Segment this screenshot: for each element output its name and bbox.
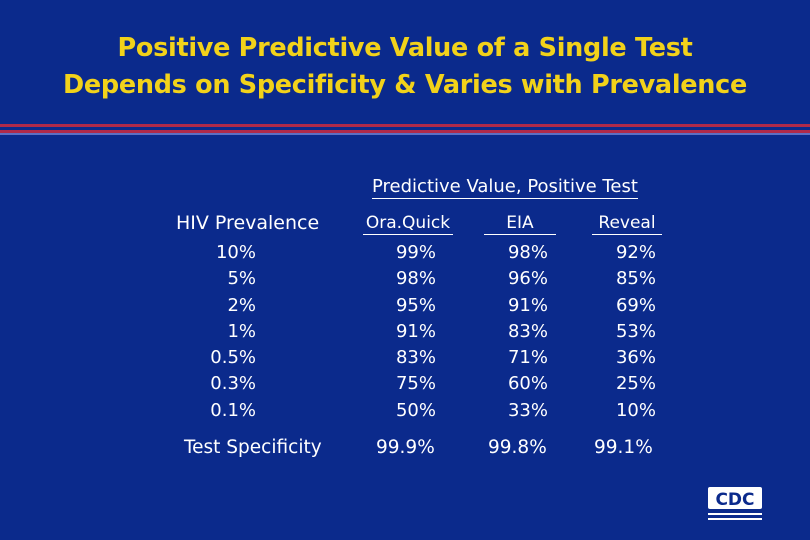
cdc-logo-text: CDC <box>715 490 754 510</box>
value-cell: 83% <box>395 347 436 369</box>
column-header-oraquick: Ora.Quick <box>363 213 453 235</box>
prevalence-cell: 2% <box>227 294 256 316</box>
prevalence-cell: 5% <box>227 268 256 290</box>
test-specificity-label: Test Specificity <box>184 437 322 458</box>
title-line-1: Positive Predictive Value of a Single Te… <box>117 33 693 63</box>
value-cell: 50% <box>395 399 436 421</box>
oraquick-column: 99% 98% 95% 91% 83% 75% 50% <box>380 240 436 424</box>
column-header-eia: EIA <box>484 213 556 235</box>
value-cell: 10% <box>615 399 656 421</box>
value-cell: 60% <box>507 373 548 395</box>
cdc-logo: CDC <box>706 485 764 525</box>
value-cell: 91% <box>395 320 436 342</box>
reveal-column: 92% 85% 69% 53% 36% 25% 10% <box>598 240 656 424</box>
title-divider-bottom <box>0 133 810 135</box>
value-cell: 95% <box>395 294 436 316</box>
prevalence-cell: 0.5% <box>210 347 256 369</box>
value-cell: 96% <box>507 268 548 290</box>
value-cell: 75% <box>395 373 436 395</box>
value-cell: 98% <box>507 242 548 263</box>
prevalence-cell: 10% <box>215 242 256 263</box>
value-cell: 53% <box>615 320 656 342</box>
value-cell: 83% <box>507 320 548 342</box>
value-cell: 36% <box>615 347 656 369</box>
cdc-logo-icon: CDC <box>706 485 764 525</box>
prevalence-header: HIV Prevalence <box>176 212 320 234</box>
eia-column: 98% 96% 91% 83% 71% 60% 33% <box>492 240 548 424</box>
oraquick-specificity: 99.9% <box>376 437 435 458</box>
value-cell: 33% <box>507 399 548 421</box>
prevalence-cell: 1% <box>227 320 256 342</box>
eia-specificity: 99.8% <box>488 437 547 458</box>
prevalence-cell: 0.1% <box>210 399 256 421</box>
predictive-value-header: Predictive Value, Positive Test <box>372 176 638 199</box>
prevalence-cell: 0.3% <box>210 373 256 395</box>
title-line-2: Depends on Specificity & Varies with Pre… <box>63 70 747 100</box>
reveal-specificity: 99.1% <box>594 437 653 458</box>
value-cell: 99% <box>395 242 436 263</box>
value-cell: 69% <box>615 294 656 316</box>
value-cell: 91% <box>507 294 548 316</box>
value-cell: 85% <box>615 268 656 290</box>
value-cell: 98% <box>395 268 436 290</box>
value-cell: 25% <box>615 373 656 395</box>
title-divider-top <box>0 124 810 127</box>
prevalence-column: 10% 5% 2% 1% 0.5% 0.3% 0.1% <box>176 240 256 424</box>
value-cell: 71% <box>507 347 548 369</box>
slide-title: Positive Predictive Value of a Single Te… <box>0 30 810 104</box>
value-cell: 92% <box>615 242 656 263</box>
title-divider-middle <box>0 130 810 133</box>
title-divider-gap <box>0 127 810 130</box>
column-header-reveal: Reveal <box>592 213 662 235</box>
